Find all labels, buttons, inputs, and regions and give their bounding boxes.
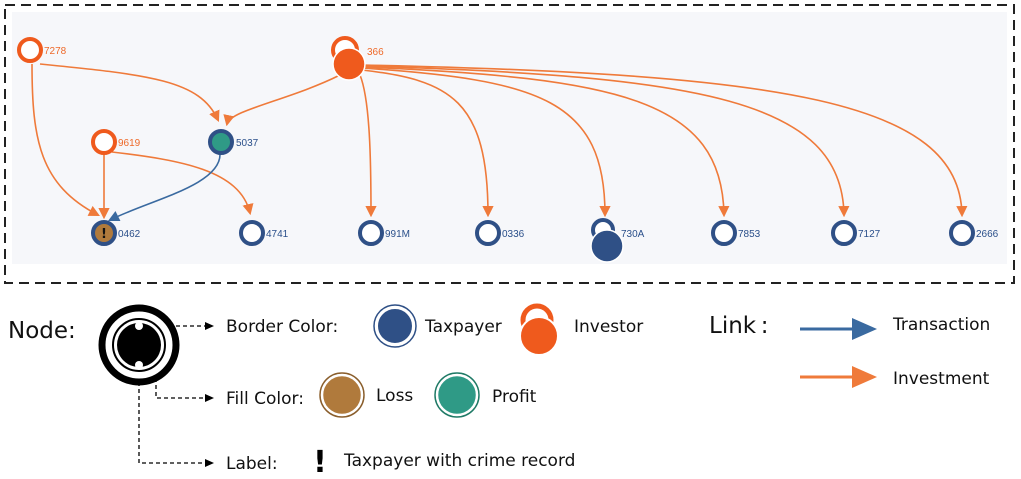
- link-366-7127: [361, 65, 850, 218]
- legend-border-color-label: Border Color:: [226, 317, 338, 337]
- node-2666-circle[interactable]: [949, 220, 975, 246]
- node-label: 2666: [976, 229, 999, 240]
- node-991M-circle[interactable]: [358, 220, 384, 246]
- legend-link-heading: Link :: [709, 313, 768, 339]
- legend-label-label: Label:: [226, 454, 278, 474]
- legend-taxpayer-label: Taxpayer: [424, 317, 502, 337]
- node-label: 0462: [118, 229, 141, 240]
- link-366-991M: [359, 74, 377, 218]
- link-366-730A: [361, 67, 611, 218]
- node-label: 0336: [502, 229, 525, 240]
- node-label: 7853: [738, 229, 761, 240]
- node-label: 730A: [621, 229, 645, 240]
- node-7278-circle[interactable]: [17, 37, 43, 63]
- node-label: 7278: [44, 46, 67, 57]
- node-label: 991M: [385, 229, 410, 240]
- profit-swatch-ring: [434, 372, 480, 418]
- link-366-2666: [361, 64, 968, 218]
- node-4741[interactable]: 4741: [239, 220, 289, 246]
- loss-swatch-ring: [319, 372, 365, 418]
- legend-investor-label: Investor: [574, 317, 643, 337]
- node-5037[interactable]: 5037: [208, 129, 259, 155]
- profit-swatch-icon: [435, 373, 479, 417]
- crime-record-icon: !: [101, 227, 107, 242]
- transaction-arrow-icon: [852, 318, 877, 340]
- legend-transaction-label: Transaction: [892, 315, 990, 335]
- legend-loss-label: Loss: [376, 386, 413, 406]
- link-7278-0462: [31, 63, 100, 217]
- node-label: 7127: [858, 229, 881, 240]
- node-9619-circle[interactable]: [91, 129, 117, 155]
- investment-arrow-icon: [852, 366, 877, 388]
- node-0336[interactable]: 0336: [475, 220, 525, 246]
- legend-investment-label: Investment: [893, 369, 990, 389]
- link-5037-0462: [107, 152, 221, 222]
- taxpayer-swatch-icon: [376, 307, 414, 345]
- node-366[interactable]: 366: [331, 36, 384, 81]
- legend-fill-color-label: Fill Color:: [226, 389, 304, 409]
- loss-swatch-icon: [320, 373, 364, 417]
- node-0462[interactable]: ! 0462: [91, 220, 141, 246]
- link-366-5037: [223, 74, 341, 127]
- node-991M[interactable]: 991M: [358, 220, 410, 246]
- node-7853[interactable]: 7853: [711, 220, 761, 246]
- node-4741-circle[interactable]: [239, 220, 265, 246]
- link-366-0336: [361, 69, 494, 218]
- link-366-7853: [361, 66, 730, 218]
- legend-crime-label: Taxpayer with crime record: [343, 451, 575, 471]
- node-366-circle[interactable]: [332, 47, 366, 81]
- node-730A-circle[interactable]: [590, 229, 624, 263]
- crime-record-legend-icon: !: [313, 445, 327, 479]
- link-7278-5037: [39, 63, 220, 123]
- graph-background: [12, 12, 1007, 264]
- node-7127-circle[interactable]: [831, 220, 857, 246]
- node-0462-circle[interactable]: [91, 220, 117, 246]
- node-label: 4741: [266, 229, 289, 240]
- investor-swatch-icon: [519, 316, 559, 356]
- node-7853-circle[interactable]: [711, 220, 737, 246]
- node-7278[interactable]: 7278: [17, 37, 67, 63]
- legend-profit-label: Profit: [492, 387, 537, 407]
- legend-pointer-arrowheads: [205, 322, 214, 467]
- node-label: 366: [367, 47, 384, 58]
- node-0336-circle[interactable]: [475, 220, 501, 246]
- investment-links: [31, 63, 968, 220]
- taxpayer-swatch-ring: [373, 304, 417, 348]
- legend-pointers: [138, 325, 205, 464]
- node-9619[interactable]: 9619: [91, 129, 141, 155]
- node-730A[interactable]: 730A: [590, 218, 645, 263]
- node-label: 5037: [236, 138, 259, 149]
- link-9619-4741: [111, 151, 254, 216]
- node-5037-circle[interactable]: [208, 129, 234, 155]
- node-2666[interactable]: 2666: [949, 220, 999, 246]
- legend-sample-node-icon: [98, 304, 180, 386]
- legend-node-heading: Node:: [8, 318, 76, 344]
- node-7127[interactable]: 7127: [831, 220, 881, 246]
- node-label: 9619: [118, 138, 141, 149]
